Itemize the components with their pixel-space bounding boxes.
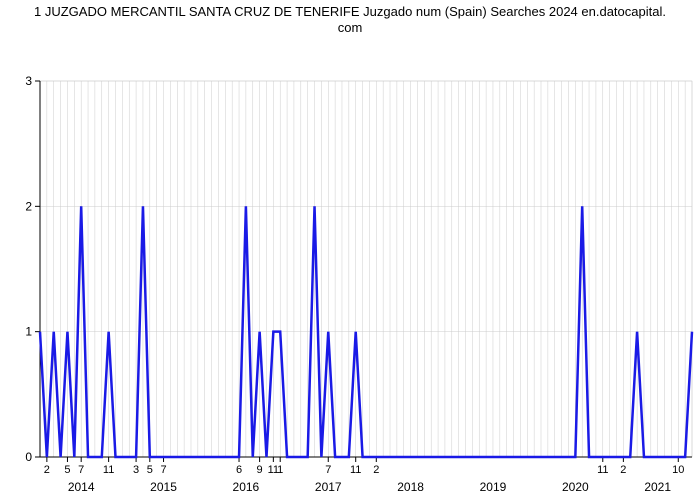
svg-text:2015: 2015 bbox=[150, 480, 177, 494]
svg-text:10: 10 bbox=[672, 464, 684, 476]
svg-text:5: 5 bbox=[64, 464, 70, 476]
svg-text:2014: 2014 bbox=[68, 480, 95, 494]
svg-text:2: 2 bbox=[25, 199, 32, 213]
chart-container: 0123257113576911171121121020142015201620… bbox=[0, 37, 700, 500]
svg-text:1: 1 bbox=[277, 464, 283, 476]
line-chart: 0123257113576911171121121020142015201620… bbox=[0, 37, 700, 500]
chart-title: 1 JUZGADO MERCANTIL SANTA CRUZ DE TENERI… bbox=[0, 0, 700, 37]
svg-text:9: 9 bbox=[257, 464, 263, 476]
svg-text:3: 3 bbox=[25, 74, 32, 88]
svg-text:11: 11 bbox=[597, 464, 608, 476]
svg-text:2021: 2021 bbox=[644, 480, 671, 494]
svg-text:2019: 2019 bbox=[480, 480, 507, 494]
svg-text:2018: 2018 bbox=[397, 480, 424, 494]
svg-text:2: 2 bbox=[373, 464, 379, 476]
svg-text:7: 7 bbox=[325, 464, 331, 476]
svg-text:3: 3 bbox=[133, 464, 139, 476]
svg-text:7: 7 bbox=[160, 464, 166, 476]
svg-text:11: 11 bbox=[103, 464, 114, 476]
svg-text:1: 1 bbox=[25, 324, 32, 338]
svg-text:7: 7 bbox=[78, 464, 84, 476]
svg-text:11: 11 bbox=[350, 464, 361, 476]
svg-text:0: 0 bbox=[25, 450, 32, 464]
svg-text:2020: 2020 bbox=[562, 480, 589, 494]
chart-title-line1: 1 JUZGADO MERCANTIL SANTA CRUZ DE TENERI… bbox=[0, 4, 700, 20]
svg-text:2017: 2017 bbox=[315, 480, 342, 494]
svg-text:2016: 2016 bbox=[233, 480, 260, 494]
svg-text:2: 2 bbox=[620, 464, 626, 476]
svg-text:2: 2 bbox=[44, 464, 50, 476]
svg-text:6: 6 bbox=[236, 464, 242, 476]
chart-title-line2: com bbox=[0, 20, 700, 36]
svg-text:5: 5 bbox=[147, 464, 153, 476]
